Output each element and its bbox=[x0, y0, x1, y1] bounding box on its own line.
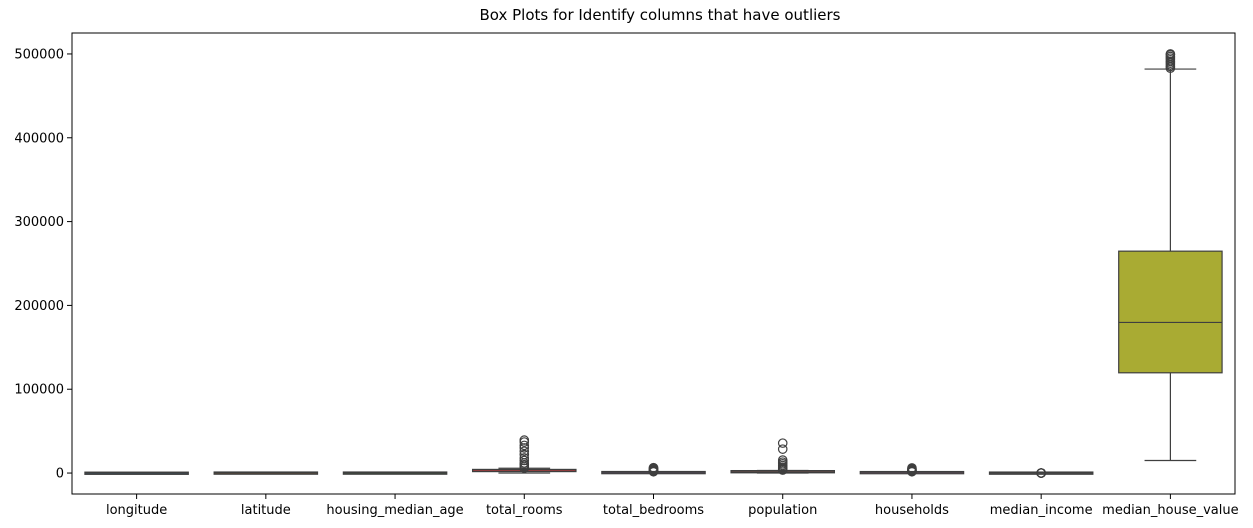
x-tick-label: latitude bbox=[241, 503, 291, 518]
plot-area bbox=[84, 49, 1223, 478]
outlier-point bbox=[519, 443, 530, 453]
box-total-bedrooms bbox=[601, 462, 706, 477]
iqr-box bbox=[1118, 250, 1223, 374]
box-median-income bbox=[988, 468, 1094, 478]
outlier-point bbox=[519, 453, 530, 463]
x-tick-label: total_rooms bbox=[486, 503, 563, 518]
x-tick-label: longitude bbox=[106, 503, 167, 518]
outlier-point bbox=[519, 435, 530, 445]
box-median-house-value bbox=[1118, 49, 1223, 462]
outlier-point bbox=[777, 438, 788, 448]
box-latitude bbox=[213, 471, 319, 475]
x-tick-label: median_income bbox=[990, 503, 1093, 518]
outlier-point bbox=[519, 446, 530, 457]
outlier-point bbox=[648, 462, 659, 473]
outlier-point bbox=[1036, 468, 1046, 478]
y-tick-label: 300000 bbox=[14, 215, 64, 230]
outlier-point bbox=[777, 455, 788, 465]
y-tick-label: 0 bbox=[56, 467, 64, 482]
x-tick-label: housing_median_age bbox=[326, 503, 463, 518]
x-axis: longitude latitude housing_median_age total… bbox=[106, 494, 1239, 518]
outlier-point bbox=[519, 455, 530, 466]
axes-frame bbox=[71, 32, 1236, 495]
outlier-point bbox=[907, 463, 917, 473]
y-axis: 0 100000 200000 300000 400000 500000 bbox=[14, 47, 72, 482]
box-population bbox=[730, 438, 836, 475]
x-tick-label: population bbox=[748, 503, 817, 518]
outlier-point bbox=[519, 440, 530, 451]
box-households bbox=[859, 463, 965, 477]
x-tick-label: median_house_value bbox=[1102, 503, 1238, 518]
y-tick-label: 100000 bbox=[14, 383, 64, 398]
x-tick-label: households bbox=[875, 503, 949, 518]
box-housing-median-age bbox=[342, 471, 448, 475]
box-longitude bbox=[84, 471, 189, 475]
y-tick-label: 500000 bbox=[14, 47, 64, 62]
y-tick-label: 400000 bbox=[14, 131, 64, 146]
x-tick-label: total_bedrooms bbox=[603, 503, 704, 518]
outlier-point bbox=[519, 449, 530, 460]
chart-title: Box Plots for Identify columns that have… bbox=[479, 6, 841, 24]
outlier-point bbox=[1165, 49, 1176, 59]
y-tick-label: 200000 bbox=[14, 299, 64, 314]
outlier-point bbox=[777, 444, 788, 454]
box-total-rooms bbox=[471, 435, 577, 474]
